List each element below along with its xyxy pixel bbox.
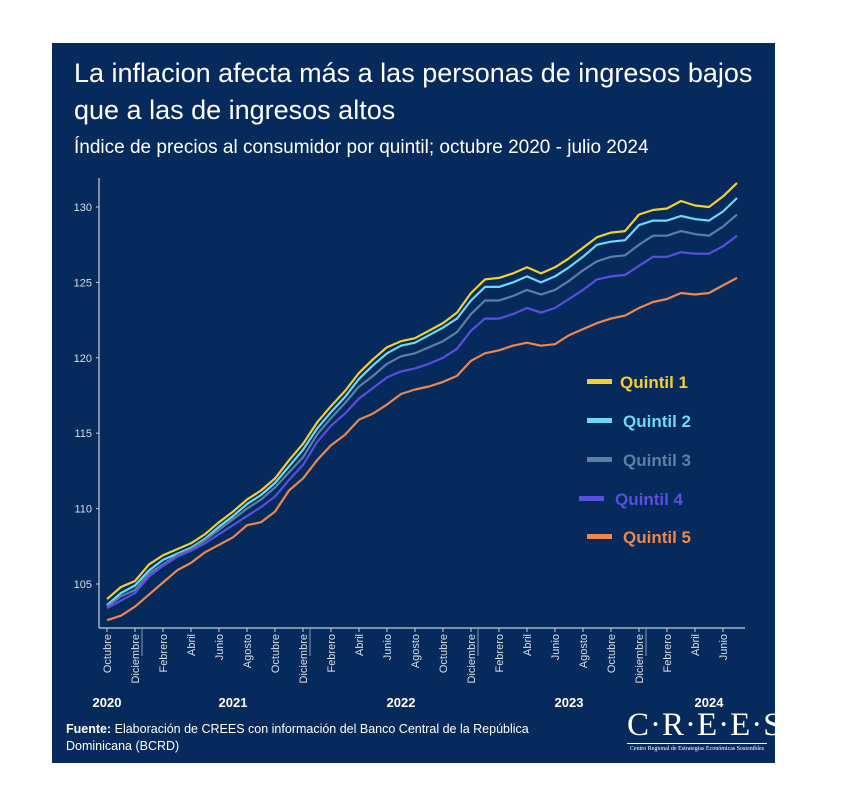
y-tick-label: 110 [74,504,92,516]
series-line-quintil-4 [106,234,738,610]
chart-subtitle: Índice de precios al consumidor por quin… [74,137,649,158]
legend-label-quintil-1: Quintil 1 [620,373,688,392]
x-tick-label: Octubre [102,634,114,673]
x-year-label: 2021 [219,695,248,710]
logo-subtitle: Centro Regional de Estrategias Económica… [627,743,767,752]
y-tick-label: 105 [74,579,92,591]
x-tick-label: Octubre [270,634,282,673]
x-tick-label: Diciembre [298,634,310,684]
chart-panel: La inflacion afecta más a las personas d… [52,43,783,763]
x-tick-label: Abril [354,634,366,656]
legend-label-quintil-3: Quintil 3 [623,451,691,470]
x-tick-label: Agosto [578,634,590,668]
series-line-quintil-5 [106,276,738,622]
series-line-quintil-1 [106,182,738,600]
source-text: Elaboración de CREES con información del… [66,722,529,753]
line-chart: 105 110 115 120 125 130 Octubre Diciembre Febrer… [74,178,745,710]
logo-wordmark: C·R·E·E·S [627,707,783,743]
legend-label-quintil-4: Quintil 4 [615,490,684,509]
legend-label-quintil-2: Quintil 2 [623,412,691,431]
series-line-quintil-2 [106,197,738,606]
x-tick-label: Abril [186,634,198,656]
y-tick-label: 130 [74,202,92,214]
legend-swatch-quintil-5 [587,534,612,539]
y-tick-label: 125 [74,277,92,289]
crees-logo: C·R·E·E·S Centro Regional de Estrategias… [627,707,783,752]
legend-swatch-quintil-1 [587,379,612,384]
x-tick-label: Agosto [242,634,254,668]
x-tick-label: Febrero [494,634,506,673]
x-tick-label: Febrero [662,634,674,673]
series-line-quintil-3 [106,213,738,608]
source-label: Fuente: [66,722,112,736]
x-tick-label: Junio [382,634,394,660]
x-year-label: 2023 [555,695,584,710]
y-tick-label: 115 [74,428,92,440]
x-tick-label: Junio [214,634,226,660]
x-year-label: 2024 [695,695,725,710]
x-tick-label: Octubre [606,634,618,673]
legend-swatch-quintil-4 [579,496,604,501]
legend-swatch-quintil-3 [587,457,612,462]
x-tick-label: Diciembre [466,634,478,684]
x-tick-label: Febrero [158,634,170,673]
chart-title: La inflacion afecta más a las personas d… [74,58,753,125]
x-tick-label: Diciembre [634,634,646,684]
x-tick-label: Abril [690,634,702,656]
y-tick-label: 120 [74,353,92,365]
legend-swatch-quintil-2 [587,418,612,423]
x-tick-label: Junio [550,634,562,660]
legend-label-quintil-5: Quintil 5 [623,528,691,547]
x-tick-label: Diciembre [130,634,142,684]
x-year-label: 2022 [387,695,416,710]
x-tick-label: Abril [522,634,534,656]
x-tick-label: Octubre [438,634,450,673]
x-tick-label: Febrero [326,634,338,673]
source-note: Fuente: Elaboración de CREES con informa… [66,721,586,755]
x-tick-label: Agosto [410,634,422,668]
x-year-label: 2020 [93,695,122,710]
x-tick-label: Junio [718,634,730,660]
